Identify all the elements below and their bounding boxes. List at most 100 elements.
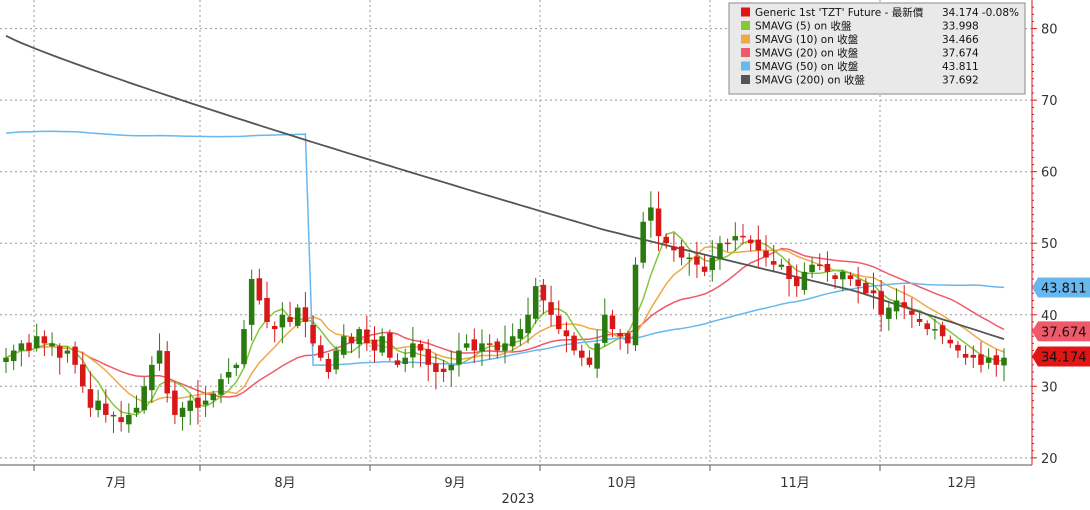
legend-label: SMAVG (10) on 收盤: [755, 33, 859, 46]
y-tick-label: 40: [1041, 309, 1058, 324]
candle-body: [95, 400, 101, 411]
legend: Generic 1st 'TZT' Future - 最新價 34.174 -0.0…: [728, 2, 1026, 95]
price-tag-shape: [1032, 321, 1090, 342]
candle-body: [425, 349, 431, 365]
candle-body: [663, 236, 669, 244]
candle-body: [778, 264, 785, 267]
candle-body: [686, 257, 693, 260]
candle-body: [801, 271, 808, 290]
candle-body: [540, 284, 547, 301]
candle-body: [671, 246, 677, 251]
legend-value: 34.466: [942, 34, 979, 46]
legend-swatch: [741, 61, 750, 71]
candle-body: [133, 407, 140, 413]
candle-body: [909, 310, 915, 315]
candle-body: [740, 235, 746, 238]
y-tick-label: 80: [1041, 23, 1058, 38]
candle-body: [532, 286, 539, 319]
candle-body: [10, 350, 17, 361]
price-tag-label: 43.811: [1041, 282, 1087, 297]
price-tag-sma20: 37.674: [1032, 321, 1090, 342]
candle-body: [747, 239, 754, 244]
candle-body: [479, 343, 485, 352]
y-tick-label: 60: [1041, 166, 1058, 181]
candle-body: [356, 329, 362, 345]
candle-body: [625, 333, 631, 344]
candle-body: [341, 336, 347, 355]
candle-body: [248, 279, 255, 325]
candle-body: [878, 291, 884, 315]
price-tag-sma50: 43.811: [1032, 277, 1090, 298]
candle-body: [325, 358, 332, 372]
candle-body: [755, 239, 762, 251]
candle-body: [886, 307, 892, 319]
candle-body: [3, 357, 9, 362]
legend-box: [728, 2, 1026, 95]
candle-body: [732, 236, 739, 241]
price-tag-shape: [1032, 277, 1090, 298]
candle-body: [271, 326, 278, 330]
y-tick-label: 70: [1041, 94, 1058, 109]
candle-body: [793, 276, 800, 287]
grid: [0, 0, 1032, 465]
legend-label: SMAVG (50) on 收盤: [755, 60, 859, 73]
candle-body: [448, 364, 455, 371]
candle-body: [855, 279, 861, 287]
candle-body: [809, 264, 815, 272]
candle-body: [302, 307, 309, 322]
candle-body: [901, 302, 907, 308]
candle-body: [279, 314, 286, 328]
candle-body: [371, 339, 378, 351]
legend-value: 33.998: [942, 21, 979, 33]
candle-body: [417, 344, 424, 351]
price-tag-label: 34.174: [1041, 350, 1087, 365]
candle-body: [655, 208, 662, 237]
candle-body: [970, 354, 977, 358]
x-tick-label: 8月: [274, 476, 295, 491]
candle-body: [287, 317, 293, 322]
x-tick-label: 11月: [780, 476, 810, 491]
candle-body: [962, 353, 969, 358]
candle-body: [717, 243, 723, 259]
legend-label: SMAVG (200) on 收盤: [755, 74, 865, 87]
candle-body: [985, 357, 992, 363]
candle-body: [187, 400, 194, 411]
candle-body: [333, 350, 339, 370]
x-tick-label: 10月: [607, 476, 637, 491]
candle-body: [310, 324, 316, 344]
candle-body: [317, 345, 324, 358]
legend-swatch: [741, 21, 750, 30]
candle-body: [18, 343, 25, 351]
candle-body: [632, 264, 639, 346]
candle-body: [233, 364, 240, 369]
candle-body: [394, 360, 401, 365]
candle-body: [218, 379, 224, 395]
candle-body: [433, 363, 439, 372]
sma20-line: [5, 247, 1005, 398]
legend-swatch: [741, 75, 750, 84]
candle-body: [763, 250, 769, 258]
candle-body: [126, 414, 132, 425]
candle-body: [571, 335, 577, 351]
candle-body: [210, 393, 217, 401]
x-axis-label: 2023: [501, 492, 534, 507]
candle-body: [916, 318, 923, 322]
candle-body: [26, 342, 32, 351]
candle-body: [863, 282, 869, 294]
candle-body: [348, 337, 355, 344]
candle-body: [594, 343, 600, 369]
candle-body: [586, 357, 593, 365]
x-tick-label: 7月: [105, 476, 126, 491]
candle-body: [195, 397, 201, 408]
y-tick-label: 50: [1041, 237, 1058, 252]
candle-body: [103, 403, 109, 415]
legend-swatch: [741, 48, 750, 57]
candle-body: [364, 329, 370, 344]
candle-body: [164, 351, 170, 394]
candle-body: [870, 290, 877, 294]
candle-body: [978, 354, 984, 365]
candle-body: [179, 407, 186, 417]
candle-body: [509, 336, 516, 347]
legend-value: 37.692: [942, 75, 979, 87]
